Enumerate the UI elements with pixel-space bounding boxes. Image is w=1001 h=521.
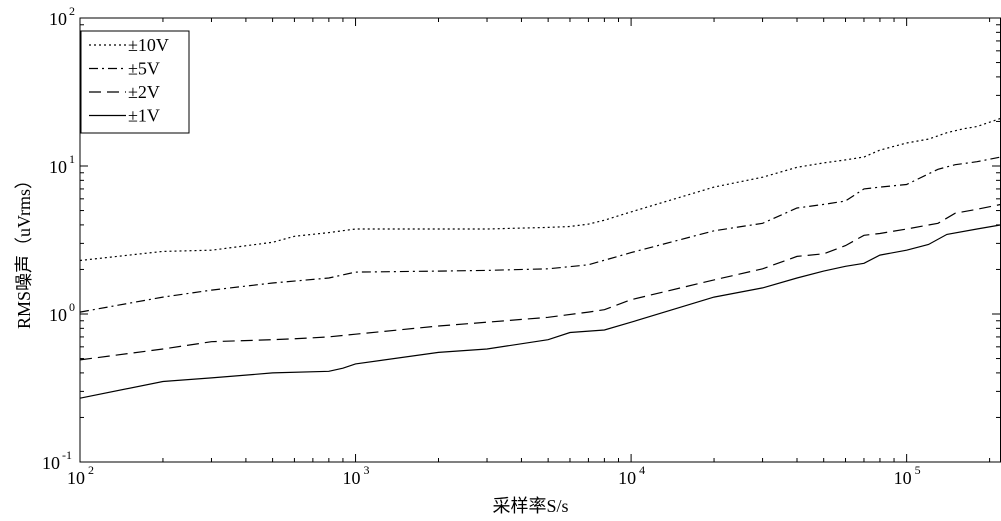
y-axis-label: RMS噪声（uVrms） <box>14 171 34 329</box>
x-tick-label-0: 10 <box>67 468 85 488</box>
x-tick-label-1: 10 <box>343 468 361 488</box>
x-tick-label-2: 10 <box>618 468 636 488</box>
y-tick-label-1: 10 <box>49 305 67 325</box>
plot-area <box>79 17 1001 463</box>
legend-label-3: ±1V <box>128 106 160 126</box>
plot-frame <box>79 17 1001 463</box>
y-tick-exponent-0: -1 <box>62 448 72 462</box>
x-tick-label-3: 10 <box>894 468 912 488</box>
legend-box <box>80 30 190 134</box>
legend-label-0: ±10V <box>128 35 169 55</box>
x-axis-label: 采样率S/s <box>492 496 568 516</box>
series-line-0 <box>79 117 1001 262</box>
series-group <box>79 117 1001 399</box>
series-line-1 <box>79 156 1001 313</box>
legend: ±10V ±5V ±2V ±1V <box>80 30 190 134</box>
y-tick-label-0: 10 <box>42 453 60 473</box>
x-tick-exponent-0: 2 <box>88 463 94 477</box>
x-tick-exponent-3: 5 <box>915 463 921 477</box>
y-tick-label-2: 10 <box>49 157 67 177</box>
series-line-2 <box>79 203 1001 361</box>
legend-label-2: ±2V <box>128 82 160 102</box>
legend-label-1: ±5V <box>128 59 160 79</box>
x-tick-exponent-2: 4 <box>639 463 645 477</box>
y-tick-exponent-2: 1 <box>69 152 75 166</box>
y-tick-exponent-3: 2 <box>69 4 75 18</box>
y-tick-label-3: 10 <box>49 9 67 29</box>
axes: 10 2 10 3 10 4 10 510 -110 010 110 2 <box>42 4 1000 488</box>
series-line-3 <box>79 224 1001 399</box>
y-tick-exponent-1: 0 <box>69 300 75 314</box>
x-tick-exponent-1: 3 <box>364 463 370 477</box>
